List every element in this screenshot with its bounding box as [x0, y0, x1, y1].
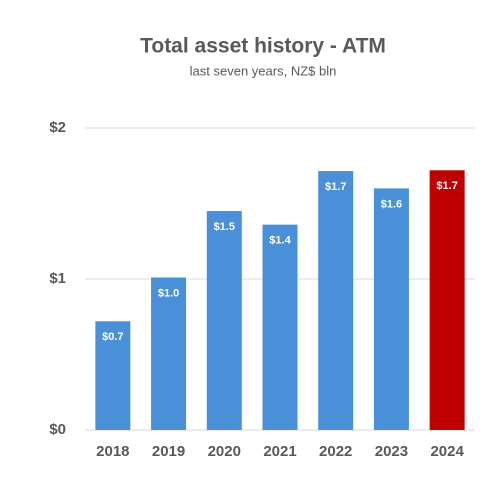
data-label: $0.7: [102, 331, 123, 343]
data-label: $1.7: [436, 180, 457, 192]
x-tick-label: 2022: [319, 443, 352, 460]
x-tick-label: 2019: [152, 443, 185, 460]
data-label: $1.7: [325, 181, 346, 193]
x-tick-label: 2018: [96, 443, 129, 460]
chart-subtitle: last seven years, NZ$ bln: [190, 63, 337, 78]
data-label: $1.4: [269, 235, 291, 247]
bar: [262, 224, 298, 430]
data-label: $1.5: [214, 221, 235, 233]
bar: [95, 321, 131, 430]
data-label: $1.6: [381, 198, 402, 210]
x-tick-label: 2021: [263, 443, 296, 460]
bar: [373, 188, 409, 430]
bar: [429, 170, 465, 430]
x-tick-label: 2023: [375, 443, 408, 460]
y-tick-label: $0: [49, 421, 66, 438]
x-tick-label: 2024: [430, 443, 464, 460]
bar: [318, 171, 354, 430]
x-tick-label: 2020: [208, 443, 241, 460]
y-tick-label: $1: [49, 270, 66, 287]
bar: [151, 277, 187, 430]
data-label: $1.0: [158, 287, 179, 299]
chart-title: Total asset history - ATM: [140, 35, 386, 58]
y-tick-label: $2: [49, 119, 66, 136]
bar: [206, 211, 242, 430]
